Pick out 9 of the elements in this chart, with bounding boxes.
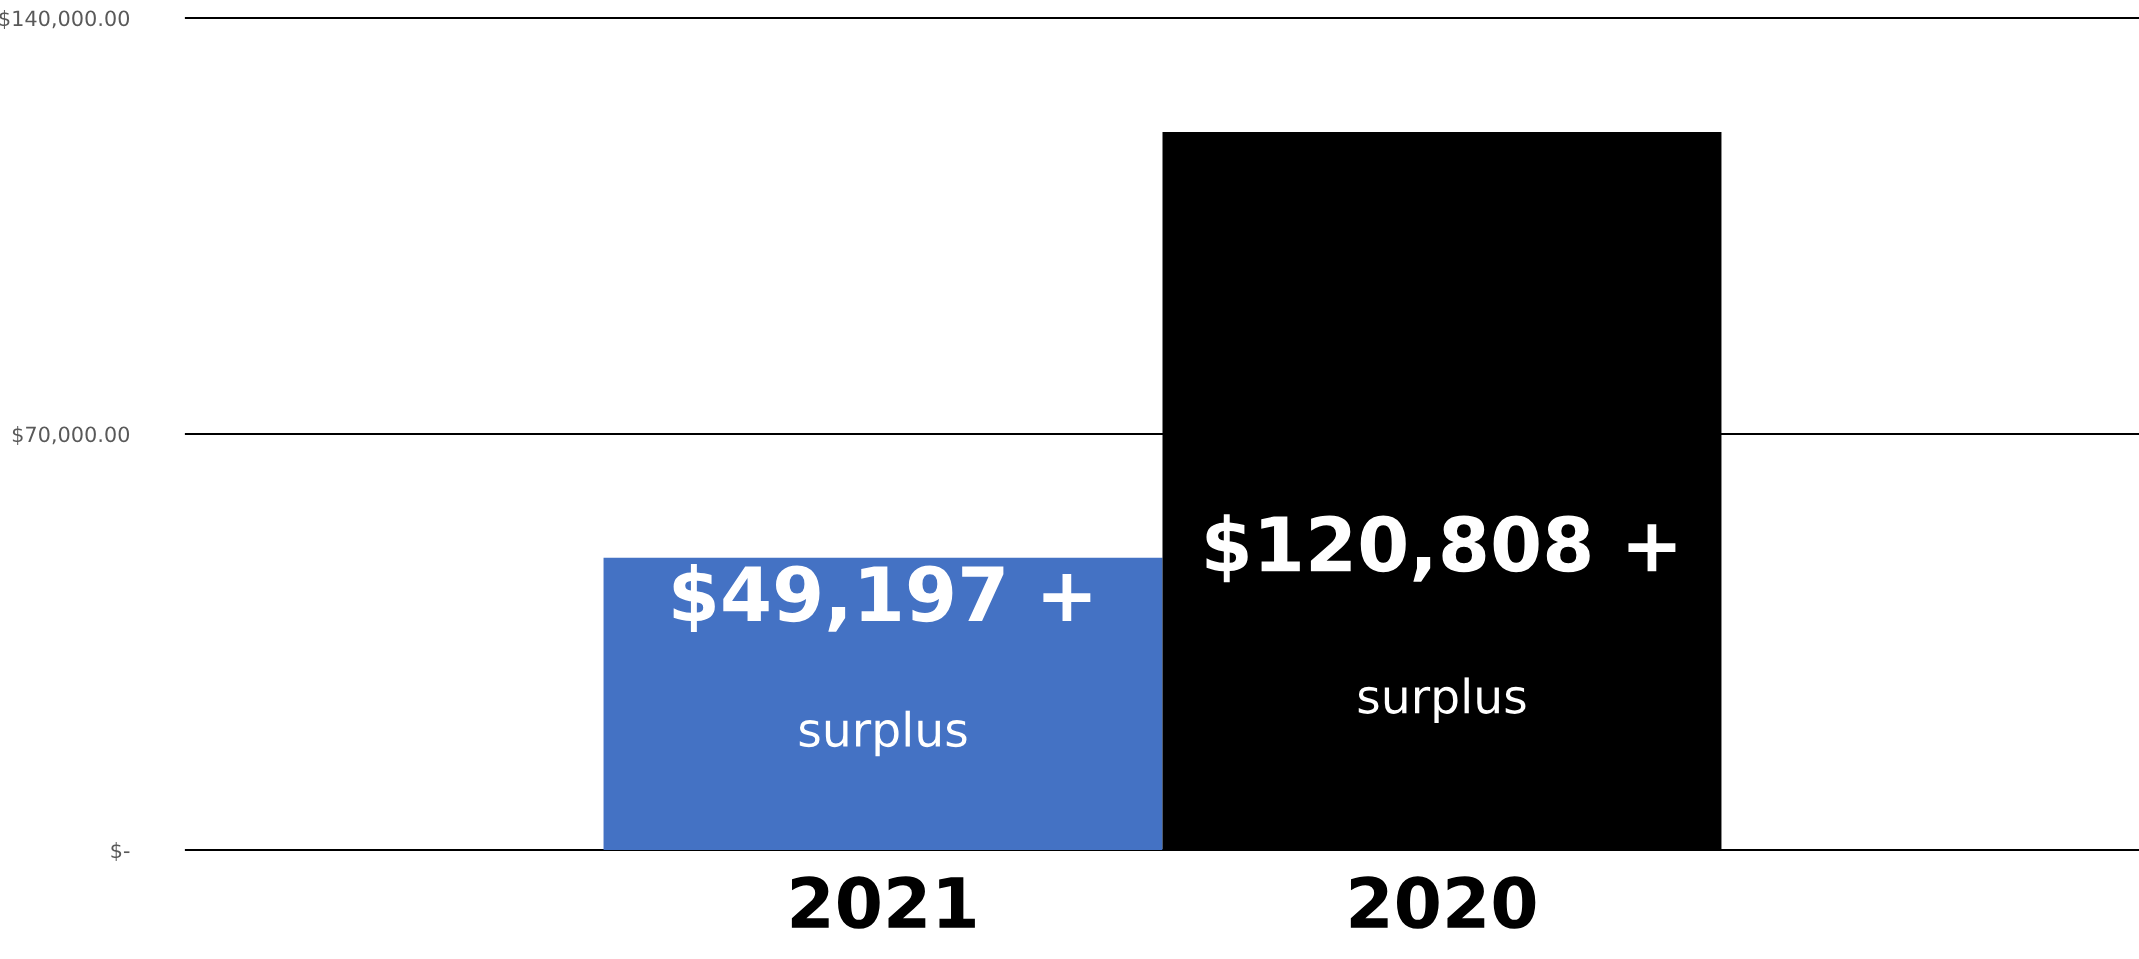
y-tick-label: $70,000.00 — [12, 426, 130, 445]
annotation: surplus — [1358, 677, 1526, 724]
y-tick-label: $140,000.00 — [0, 10, 130, 29]
data-label: $49,197 + — [673, 564, 1091, 633]
y-tick-label: $- — [111, 842, 130, 861]
x-tick-label: 2021 — [791, 876, 975, 929]
data-label: $120,808 + — [1206, 514, 1676, 583]
annotation: surplus — [799, 710, 967, 757]
x-tick-label: 2020 — [1350, 876, 1536, 929]
